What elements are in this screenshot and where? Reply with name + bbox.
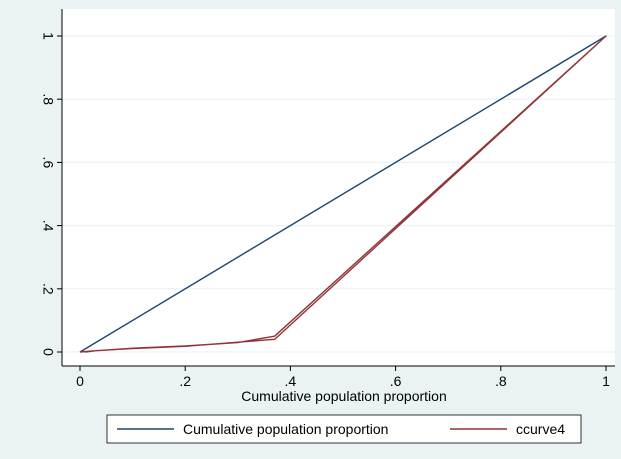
y-ticks: 0 .2 .4 .6 .8 1 xyxy=(40,32,62,356)
x-ticks: 0 .2 .4 .6 .8 1 xyxy=(76,366,610,389)
legend-label-ccurve4: ccurve4 xyxy=(516,421,565,437)
x-tick-label: 0 xyxy=(76,373,84,389)
x-tick-label: .6 xyxy=(390,373,402,389)
y-tick-label: .4 xyxy=(40,220,56,232)
x-tick-label: .2 xyxy=(179,373,191,389)
axes xyxy=(61,9,615,367)
y-tick-label: 0 xyxy=(40,348,56,356)
plot-region xyxy=(62,9,615,366)
series-line-cumulative-population-proportion xyxy=(79,35,607,353)
legend-label-cumulative-population-proportion: Cumulative population proportion xyxy=(183,421,388,437)
x-tick-label: .8 xyxy=(495,373,507,389)
legend: Cumulative population proportion ccurve4 xyxy=(106,414,582,444)
x-tick-label: 1 xyxy=(602,373,610,389)
series-line-ccurve4 xyxy=(79,35,607,353)
grid-lines xyxy=(62,35,615,353)
x-tick-label: .4 xyxy=(285,373,297,389)
y-tick-label: .6 xyxy=(40,157,56,169)
y-tick-label: .2 xyxy=(40,283,56,295)
series-lines xyxy=(79,35,607,353)
y-tick-label: .8 xyxy=(40,93,56,105)
x-axis-label: Cumulative population proportion xyxy=(241,388,446,404)
y-tick-label: 1 xyxy=(40,32,56,40)
